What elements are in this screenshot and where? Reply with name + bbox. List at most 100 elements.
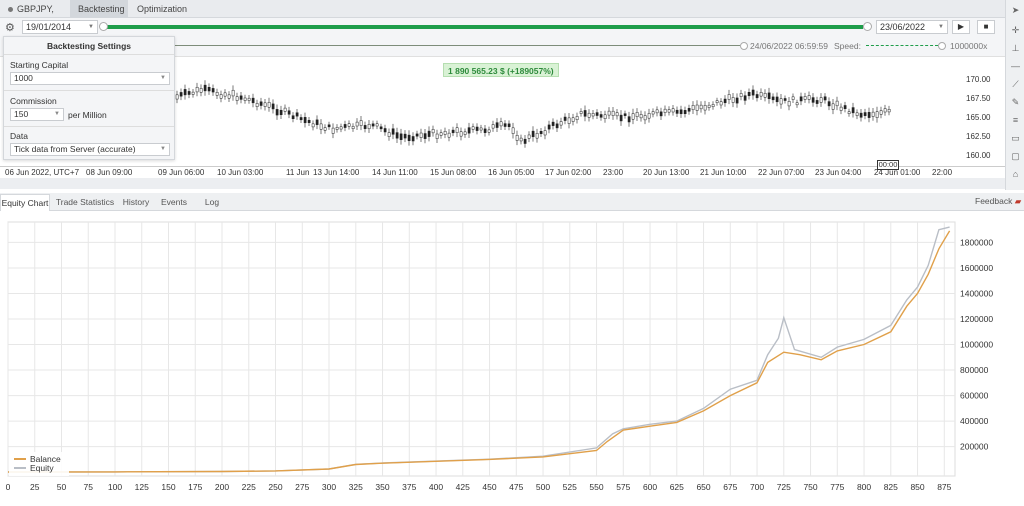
starting-capital-field[interactable]: 1000 ▼ xyxy=(10,72,170,85)
x-tick-label: 100 xyxy=(108,482,122,492)
candle-body xyxy=(715,100,719,103)
data-source-select[interactable]: Tick data from Server (accurate) ▼ xyxy=(10,143,170,156)
candle-body xyxy=(227,94,231,99)
bottom-tab-bar: Equity Chart Trade Statistics History Ev… xyxy=(0,193,1024,211)
candle-body xyxy=(415,133,419,137)
speed-slider[interactable] xyxy=(866,45,938,46)
candle-body xyxy=(239,95,243,100)
playback-track[interactable] xyxy=(175,45,740,46)
candle-body xyxy=(739,93,743,97)
candle-body xyxy=(851,107,855,114)
candle-body xyxy=(351,126,355,129)
tab-events[interactable]: Events xyxy=(161,197,187,207)
tab-history[interactable]: History xyxy=(122,197,150,207)
candle-body xyxy=(191,91,195,95)
candle-body xyxy=(403,133,407,139)
pen-icon[interactable]: ✎ xyxy=(1011,97,1020,107)
end-handle[interactable] xyxy=(863,22,872,31)
play-button[interactable]: ▶ xyxy=(952,20,970,34)
horizontal-line-icon[interactable]: — xyxy=(1011,61,1020,71)
progress-track[interactable] xyxy=(99,22,872,31)
candle-body xyxy=(735,97,739,104)
start-handle[interactable] xyxy=(99,22,108,31)
candle-body xyxy=(387,132,391,137)
tab-symbol[interactable]: GBPJPY, h1 xyxy=(0,0,70,32)
feedback-button[interactable]: Feedback ▰ xyxy=(975,196,1021,207)
candle-body xyxy=(463,131,467,135)
candle-body xyxy=(727,94,731,100)
gear-icon[interactable]: ⚙ xyxy=(5,22,15,34)
tab-optimization[interactable]: Optimization xyxy=(137,4,188,14)
candle-body xyxy=(247,97,251,101)
x-tick-label: 725 xyxy=(777,482,791,492)
price-y-label: 165.00 xyxy=(966,113,991,122)
candle-body xyxy=(835,100,839,107)
price-y-label: 162.50 xyxy=(966,132,991,141)
series-line-balance xyxy=(7,230,951,473)
equity-chart[interactable]: 0 25 50 75 100 125 150 175 200 225 250 275 300 325 350… xyxy=(0,212,1024,504)
chart-scrollbar[interactable] xyxy=(0,178,1005,189)
signal-icon[interactable]: ⌂ xyxy=(1012,169,1019,179)
price-x-label: 20 Jun 13:00 xyxy=(643,168,690,177)
candle-body xyxy=(271,103,275,110)
candle-body xyxy=(423,133,427,139)
candle-body xyxy=(623,113,627,116)
start-date-picker[interactable]: 19/01/2014 ▼ xyxy=(22,20,98,34)
candle-body xyxy=(615,112,619,117)
chevron-down-icon: ▼ xyxy=(938,24,944,30)
candle-body xyxy=(643,115,647,121)
crosshair-icon[interactable]: ✛ xyxy=(1011,25,1020,35)
candle-body xyxy=(887,109,891,113)
playback-handle[interactable] xyxy=(740,42,748,50)
candle-body xyxy=(759,92,763,97)
candle-body xyxy=(175,94,179,100)
candle-body xyxy=(627,116,631,123)
candle-body xyxy=(591,113,595,117)
candle-body xyxy=(875,111,879,118)
candle-body xyxy=(323,127,327,131)
legend-label: Equity xyxy=(30,463,54,473)
speed-handle[interactable] xyxy=(938,42,946,50)
price-y-label: 167.50 xyxy=(966,94,991,103)
candle-body xyxy=(307,119,311,123)
x-tick-label: 125 xyxy=(135,482,149,492)
candle-body xyxy=(491,124,495,129)
candle-body xyxy=(299,117,303,121)
candle-body xyxy=(479,127,483,131)
commission-unit: per Million xyxy=(68,110,107,120)
x-tick-label: 375 xyxy=(402,482,416,492)
price-x-label: 17 Jun 02:00 xyxy=(545,168,592,177)
trendline-icon[interactable]: ⟋ xyxy=(1012,79,1019,89)
tab-backtesting[interactable]: Backtesting xyxy=(70,0,128,18)
price-y-label: 160.00 xyxy=(966,151,991,160)
candle-body xyxy=(579,111,583,114)
candle-body xyxy=(259,101,263,106)
commission-field[interactable]: 150 ▼ xyxy=(10,108,64,121)
price-x-label: 13 Jun 14:00 xyxy=(313,168,360,177)
candle-body xyxy=(291,115,295,120)
candle-body xyxy=(435,133,439,139)
y-tick-label: 1800000 xyxy=(960,237,993,247)
tab-log[interactable]: Log xyxy=(204,197,220,207)
measure-icon[interactable]: ⊥ xyxy=(1011,43,1020,53)
rectangle-icon[interactable]: ▭ xyxy=(1011,133,1020,143)
candle-body xyxy=(367,123,371,130)
candle-body xyxy=(731,97,735,103)
candle-body xyxy=(523,138,527,144)
end-date-picker[interactable]: 23/06/2022 ▼ xyxy=(876,20,948,34)
chevron-down-icon: ▼ xyxy=(54,111,60,117)
cursor-icon[interactable]: ➤ xyxy=(1011,5,1020,15)
candle-body xyxy=(803,96,807,100)
candle-body xyxy=(515,135,519,141)
candle-body xyxy=(659,111,663,117)
candle-body xyxy=(663,108,667,113)
text-note-icon[interactable]: ▢ xyxy=(1011,151,1020,161)
tab-equity-chart[interactable]: Equity Chart xyxy=(0,194,50,211)
stop-button[interactable]: ■ xyxy=(977,20,995,34)
candle-body xyxy=(219,94,223,99)
tab-trade-statistics[interactable]: Trade Statistics xyxy=(55,197,115,207)
candle-body xyxy=(335,127,339,130)
candle-body xyxy=(583,110,587,117)
fibonacci-icon[interactable]: ≡ xyxy=(1012,115,1019,125)
chevron-down-icon: ▼ xyxy=(88,24,94,30)
